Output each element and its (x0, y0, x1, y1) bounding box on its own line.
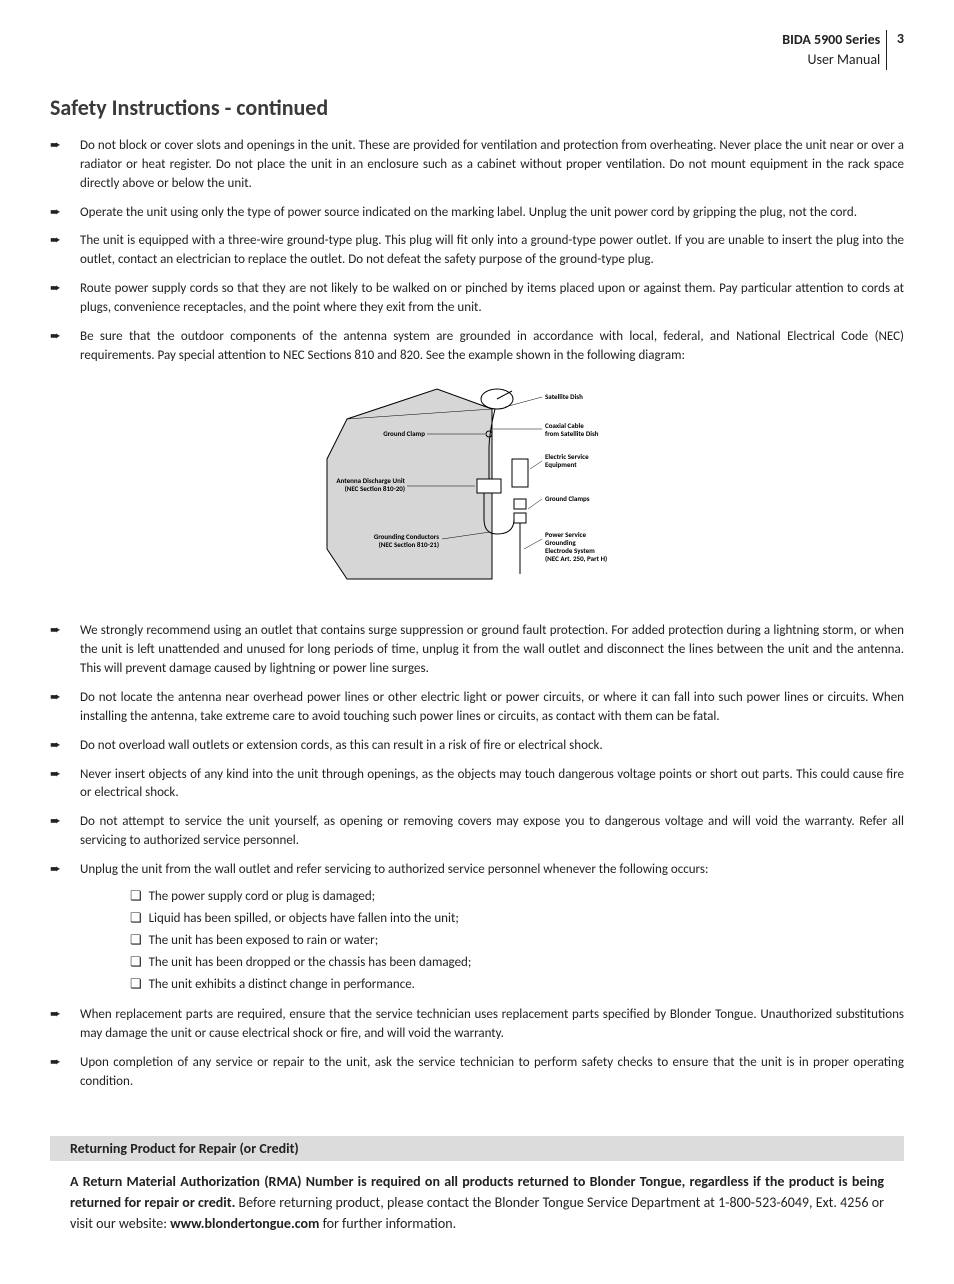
svg-text:(NEC Section 810-20): (NEC Section 810-20) (345, 484, 405, 493)
svg-text:(NEC Art. 250, Part H): (NEC Art. 250, Part H) (545, 554, 607, 563)
bullet-item: The unit is equipped with a three-wire g… (50, 232, 904, 270)
checklist-item: Liquid has been spilled, or objects have… (130, 908, 904, 930)
svg-text:from Satellite Dish: from Satellite Dish (545, 429, 599, 438)
grounding-diagram: Satellite Dish Ground Clamp Coaxial Cabl… (50, 379, 904, 604)
bullet-item: Do not attempt to service the unit yours… (50, 813, 904, 851)
bullet-item: We strongly recommend using an outlet th… (50, 622, 904, 679)
bullet-list-top: Do not block or cover slots and openings… (50, 137, 904, 365)
header-title: BIDA 5900 Series (782, 31, 880, 48)
checklist-item: The unit has been dropped or the chassis… (130, 952, 904, 974)
bullet-item: Route power supply cords so that they ar… (50, 280, 904, 318)
bullet-item: Operate the unit using only the type of … (50, 204, 904, 223)
header-subtitle: User Manual (807, 51, 880, 68)
service-intro-text: Unplug the unit from the wall outlet and… (80, 862, 708, 877)
return-product-box: Returning Product for Repair (or Credit)… (50, 1136, 904, 1234)
diagram-label-satellite: Satellite Dish (545, 392, 583, 401)
page-number: 3 (891, 30, 904, 47)
checklist-item: The power supply cord or plug is damaged… (130, 886, 904, 908)
bullet-item: Do not overload wall outlets or extensio… (50, 737, 904, 756)
bullet-item: Do not locate the antenna near overhead … (50, 689, 904, 727)
return-link: www.blondertongue.com (170, 1215, 319, 1232)
bullet-item: Be sure that the outdoor components of t… (50, 328, 904, 366)
page: BIDA 5900 Series User Manual 3 Safety In… (0, 0, 954, 1284)
bullet-item: When replacement parts are required, ens… (50, 1006, 904, 1044)
section-title: Safety Instructions - continued (50, 94, 904, 121)
bullet-item-service: Unplug the unit from the wall outlet and… (50, 861, 904, 996)
diagram-label-ground-clamp: Ground Clamp (383, 429, 425, 438)
svg-text:Equipment: Equipment (545, 460, 577, 469)
checklist-item: The unit exhibits a distinct change in p… (130, 974, 904, 996)
checklist-item: The unit has been exposed to rain or wat… (130, 930, 904, 952)
service-checklist: The power supply cord or plug is damaged… (80, 886, 904, 996)
bullet-item: Do not block or cover slots and openings… (50, 137, 904, 194)
return-body-2: for further information. (319, 1215, 456, 1232)
diagram-label-ground-clamps: Ground Clamps (545, 494, 590, 503)
page-header: BIDA 5900 Series User Manual 3 (50, 30, 904, 70)
bullet-list-mid: We strongly recommend using an outlet th… (50, 622, 904, 1091)
bullet-item: Upon completion of any service or repair… (50, 1054, 904, 1092)
svg-text:(NEC Section 810-21): (NEC Section 810-21) (379, 540, 439, 549)
return-body: A Return Material Authorization (RMA) Nu… (50, 1161, 904, 1234)
return-heading: Returning Product for Repair (or Credit) (50, 1136, 904, 1161)
bullet-item: Never insert objects of any kind into th… (50, 766, 904, 804)
